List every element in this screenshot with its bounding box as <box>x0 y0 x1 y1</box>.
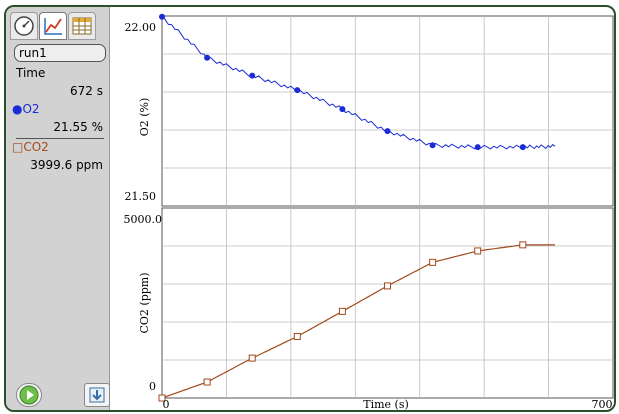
o2-plot-frame <box>161 15 614 207</box>
co2-data-point <box>293 332 301 340</box>
o2-data-point <box>249 72 256 79</box>
graph-icon <box>44 18 62 35</box>
co2-marker-icon: □ <box>12 140 24 154</box>
o2-data-point <box>159 13 165 20</box>
o2-y-min-label: 21.50 <box>125 190 157 203</box>
sidebar-divider <box>16 138 104 139</box>
o2-label: O2 <box>22 102 40 116</box>
store-data-icon <box>89 387 105 403</box>
store-data-button[interactable] <box>84 383 110 407</box>
o2-data-point <box>384 128 391 135</box>
o2-data-point <box>429 142 436 149</box>
o2-data-point <box>339 106 346 113</box>
co2-data-point <box>429 258 437 266</box>
co2-data-point <box>519 241 527 249</box>
table-icon <box>72 17 92 35</box>
co2-label: CO2 <box>23 140 49 154</box>
co2-label-row[interactable]: □CO2 <box>12 140 49 154</box>
co2-data-point <box>248 354 256 362</box>
co2-data-point <box>474 247 482 255</box>
o2-data-point <box>204 54 211 61</box>
x-axis-max-label: 700 <box>592 398 613 410</box>
co2-y-min-label: 0 <box>149 380 156 393</box>
o2-data-point <box>474 144 481 151</box>
co2-value: 3999.6 ppm <box>30 158 103 172</box>
view-tabs <box>10 12 96 40</box>
play-icon <box>19 385 39 405</box>
x-axis-label: Time (s) <box>363 398 409 410</box>
co2-y-max-label: 5000.0 <box>124 213 163 226</box>
o2-y-axis-label: O2 (%) <box>138 98 151 137</box>
tab-table[interactable] <box>68 12 96 40</box>
tab-graph[interactable] <box>39 12 67 40</box>
time-value: 672 s <box>70 84 103 98</box>
co2-data-point <box>158 394 166 402</box>
meter-icon <box>14 16 34 36</box>
sidebar-toolbar <box>6 382 110 410</box>
co2-y-axis-label: CO2 (ppm) <box>138 272 151 333</box>
o2-markers <box>159 13 526 151</box>
o2-data-point <box>294 87 301 94</box>
co2-data-point <box>338 307 346 315</box>
run-name: run1 <box>19 46 47 60</box>
app-window: run1 Time 672 s ●O2 21.55 % □CO2 3999.6 … <box>4 5 616 412</box>
co2-data-point <box>203 378 211 386</box>
tab-meter[interactable] <box>10 12 38 40</box>
co2-data-point <box>384 282 391 290</box>
time-label: Time <box>16 66 46 80</box>
co2-series-line <box>161 244 555 399</box>
co2-gridlines <box>162 208 613 398</box>
run-selector[interactable]: run1 <box>14 44 106 62</box>
o2-series-line <box>161 14 556 150</box>
details-sidebar: run1 Time 672 s ●O2 21.55 % □CO2 3999.6 … <box>6 7 110 410</box>
x-axis-min-label: 0 <box>163 398 170 410</box>
o2-value: 21.55 % <box>53 120 103 134</box>
o2-y-max-label: 22.00 <box>125 21 157 34</box>
o2-data-point <box>519 144 526 151</box>
o2-marker-icon: ● <box>12 102 23 116</box>
start-collection-button[interactable] <box>16 383 42 407</box>
o2-label-row[interactable]: ●O2 <box>12 102 40 116</box>
co2-markers <box>158 241 527 402</box>
graph-area[interactable]: 22.00 21.50 O2 (%) 5000.0 0 CO2 (ppm) 0 … <box>110 7 616 410</box>
